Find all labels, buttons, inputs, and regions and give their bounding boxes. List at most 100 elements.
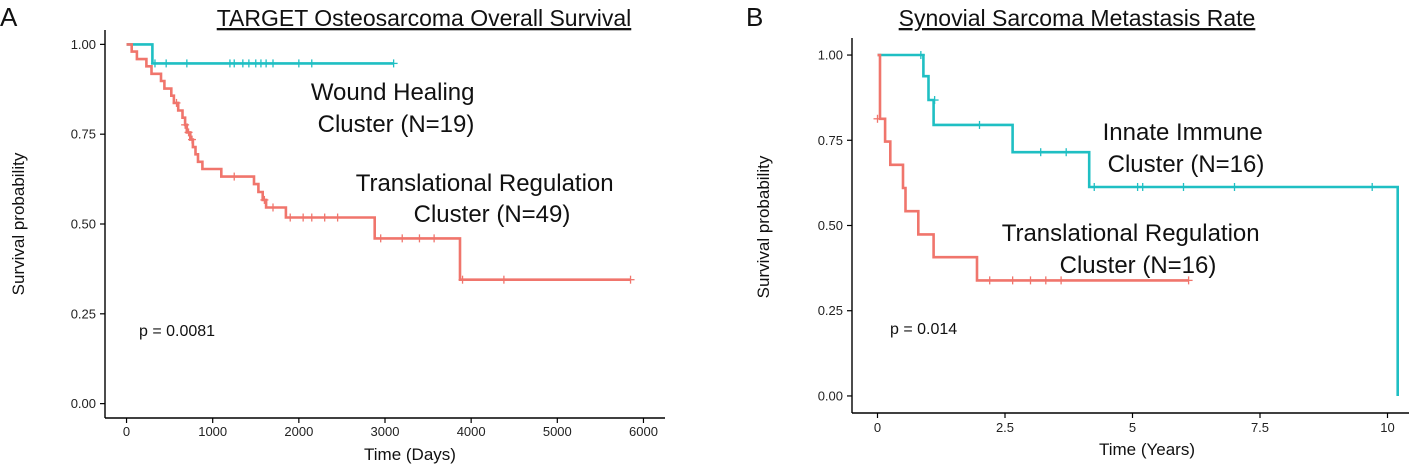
- panel-a-y-tick-label: 1.00: [71, 37, 96, 52]
- panel-a-y-tick-label: 0.75: [71, 127, 96, 142]
- panel-b-innate-immune-censor-mark: [1368, 182, 1377, 191]
- panel-b-translational-regulation-censor-mark: [1057, 276, 1066, 285]
- panel-a-ticks: 0 1000 2000 3000 4000 5000 6000 0.00 0.25 0.50 0.7…: [71, 37, 658, 439]
- panel-b-translational-regulation-censor-mark: [1184, 276, 1193, 285]
- panel-a-translational-regulation-censor-mark: [307, 213, 316, 222]
- panel-a-wound-healing-censor-mark: [150, 59, 159, 68]
- panel-b-innate-immune-curve: [877, 53, 1399, 396]
- panel-a-translational-regulation-censor-mark: [333, 213, 342, 222]
- panel-b-censor-marks: [873, 51, 1377, 285]
- panel-a-translational-regulation-censor-mark: [299, 213, 308, 222]
- panel-a-translational-regulation-censor-mark: [172, 98, 181, 107]
- panel-a-x-tick-label: 4000: [457, 424, 486, 439]
- panel-a-translational-regulation-censor-mark: [499, 275, 508, 284]
- panel-b-y-tick-label: 0.00: [818, 388, 843, 403]
- panel-a-translational-label-line-1: Translational Regulation: [356, 170, 614, 197]
- panel-b-translational-label: Translational Regulation Cluster (N=16): [1002, 220, 1267, 279]
- panel-a-title: TARGET Osteosarcoma Overall Survival: [217, 5, 632, 31]
- panel-a-x-tick-label: 2000: [284, 424, 313, 439]
- panel-a-translational-regulation-censor-mark: [626, 275, 635, 284]
- panel-a-y-axis-label: Survival probability: [9, 152, 28, 295]
- panel-a-translational-regulation-censor-mark: [269, 203, 277, 212]
- panel-b-translational-label-line-2: Cluster (N=16): [1060, 252, 1217, 279]
- panel-b-y-tick-label: 0.75: [818, 133, 843, 148]
- panel-b-x-tick-label: 2.5: [996, 420, 1014, 435]
- panel-a-translational-label: Translational Regulation Cluster (N=49): [356, 170, 621, 228]
- panel-b-title: Synovial Sarcoma Metastasis Rate: [899, 5, 1256, 31]
- panel-b-innate-immune-label-line-1: Innate Immune: [1103, 119, 1263, 146]
- panel-b-x-tick-label: 7.5: [1251, 420, 1269, 435]
- panel-b-innate-immune-label-line-2: Cluster (N=16): [1108, 151, 1265, 178]
- panel-a-translational-regulation-censor-mark: [458, 275, 467, 284]
- panel-a-wound-healing-censor-mark: [182, 59, 191, 68]
- panel-a-translational-regulation-censor-mark: [188, 135, 197, 144]
- panel-a-translational-regulation-censor-mark: [286, 213, 295, 222]
- panel-a-x-tick-label: 1000: [198, 424, 227, 439]
- panel-a-wound-healing-censor-mark: [244, 59, 253, 68]
- panel-a-y-tick-label: 0.25: [71, 306, 96, 321]
- panel-a-translational-regulation-censor-mark: [260, 195, 269, 204]
- panel-a-translational-regulation-censor-mark: [181, 120, 190, 129]
- panel-b-y-tick-label: 1.00: [818, 48, 843, 63]
- panel-a-translational-regulation-censor-mark: [398, 234, 407, 243]
- panel-a-translational-regulation-censor-mark: [415, 234, 424, 243]
- panel-b-innate-immune-censor-mark: [1179, 182, 1188, 191]
- panel-b-ticks: 0 2.5 5 7.5 10 0.00 0.25 0.50 0.75 1.00: [818, 48, 1395, 435]
- panel-b-innate-immune-censor-mark: [975, 120, 984, 129]
- panel-b-innate-immune-censor-mark: [1090, 182, 1099, 191]
- panel-b-innate-immune-label: Innate Immune Cluster (N=16): [1103, 119, 1270, 178]
- panel-b-innate-immune-censor-mark: [1138, 182, 1147, 191]
- panel-a-wound-healing-label: Wound Healing Cluster (N=19): [311, 79, 481, 138]
- panel-a-x-tick-label: 6000: [629, 424, 658, 439]
- panel-a-wound-healing-censor-mark: [389, 59, 398, 68]
- panel-a-letter: A: [0, 2, 18, 32]
- panel-a-x-axis-label: Time (Days): [364, 445, 456, 464]
- panel-b-y-tick-label: 0.25: [818, 303, 843, 318]
- panel-a-translational-regulation-censor-mark: [376, 234, 385, 243]
- panel-b-translational-regulation-censor-mark: [985, 276, 994, 285]
- panel-a-x-tick-label: 3000: [371, 424, 400, 439]
- panel-b-translational-regulation-censor-mark: [1026, 276, 1035, 285]
- panel-b-translational-regulation-censor-mark: [873, 114, 882, 123]
- panel-b-x-tick-label: 0: [874, 420, 881, 435]
- panel-b-y-tick-label: 0.50: [818, 218, 843, 233]
- panel-a-wound-healing-censor-mark: [294, 59, 303, 68]
- panel-a-wound-healing-censor-mark: [269, 59, 277, 68]
- panel-b-y-axis-label: Survival probability: [754, 155, 773, 298]
- panel-a: A TARGET Osteosarcoma Overall Survival S…: [0, 2, 665, 464]
- panel-a-x-tick-label: 0: [123, 424, 130, 439]
- panel-b-innate-immune-censor-mark: [930, 96, 939, 105]
- panel-a-translational-regulation-censor-mark: [320, 213, 329, 222]
- panel-a-censor-marks: [150, 59, 635, 284]
- panel-a-wound-healing-censor-mark: [262, 59, 271, 68]
- panel-a-translational-regulation-censor-mark: [184, 128, 193, 137]
- panel-b-translational-label-line-1: Translational Regulation: [1002, 220, 1260, 247]
- panel-b-translational-regulation-curve: [877, 53, 1189, 282]
- panel-b: B Synovial Sarcoma Metastasis Rate Survi…: [746, 2, 1409, 459]
- panel-a-translational-regulation-censor-mark: [430, 234, 439, 243]
- panel-b-innate-immune-censor-mark: [916, 51, 925, 60]
- panel-a-translational-label-line-2: Cluster (N=49): [414, 201, 571, 228]
- panel-b-letter: B: [746, 2, 763, 32]
- panel-b-translational-regulation-censor-mark: [1008, 276, 1017, 285]
- panel-a-wound-healing-censor-mark: [162, 59, 171, 68]
- panel-a-wound-healing-censor-mark: [230, 59, 239, 68]
- panel-b-x-tick-label: 10: [1380, 420, 1394, 435]
- panel-b-innate-immune-censor-mark: [1036, 148, 1045, 157]
- panel-b-innate-immune-censor-mark: [1062, 148, 1071, 157]
- panel-a-y-tick-label: 0.00: [71, 396, 96, 411]
- panel-a-p-value: p = 0.0081: [139, 323, 215, 340]
- panel-b-curves: [877, 53, 1399, 396]
- panel-b-x-tick-label: 5: [1129, 420, 1136, 435]
- panel-b-x-axis-label: Time (Years): [1099, 440, 1195, 459]
- panel-a-wound-healing-label-line-2: Cluster (N=19): [318, 111, 475, 138]
- panel-a-y-tick-label: 0.50: [71, 217, 96, 232]
- panel-a-translational-regulation-censor-mark: [230, 172, 239, 181]
- panel-a-wound-healing-censor-mark: [307, 59, 316, 68]
- panel-a-wound-healing-label-line-1: Wound Healing: [311, 79, 475, 106]
- panel-b-p-value: p = 0.014: [890, 321, 957, 338]
- panel-a-x-tick-label: 5000: [543, 424, 572, 439]
- panel-b-innate-immune-censor-mark: [1230, 182, 1239, 191]
- panel-b-translational-regulation-censor-mark: [1041, 276, 1050, 285]
